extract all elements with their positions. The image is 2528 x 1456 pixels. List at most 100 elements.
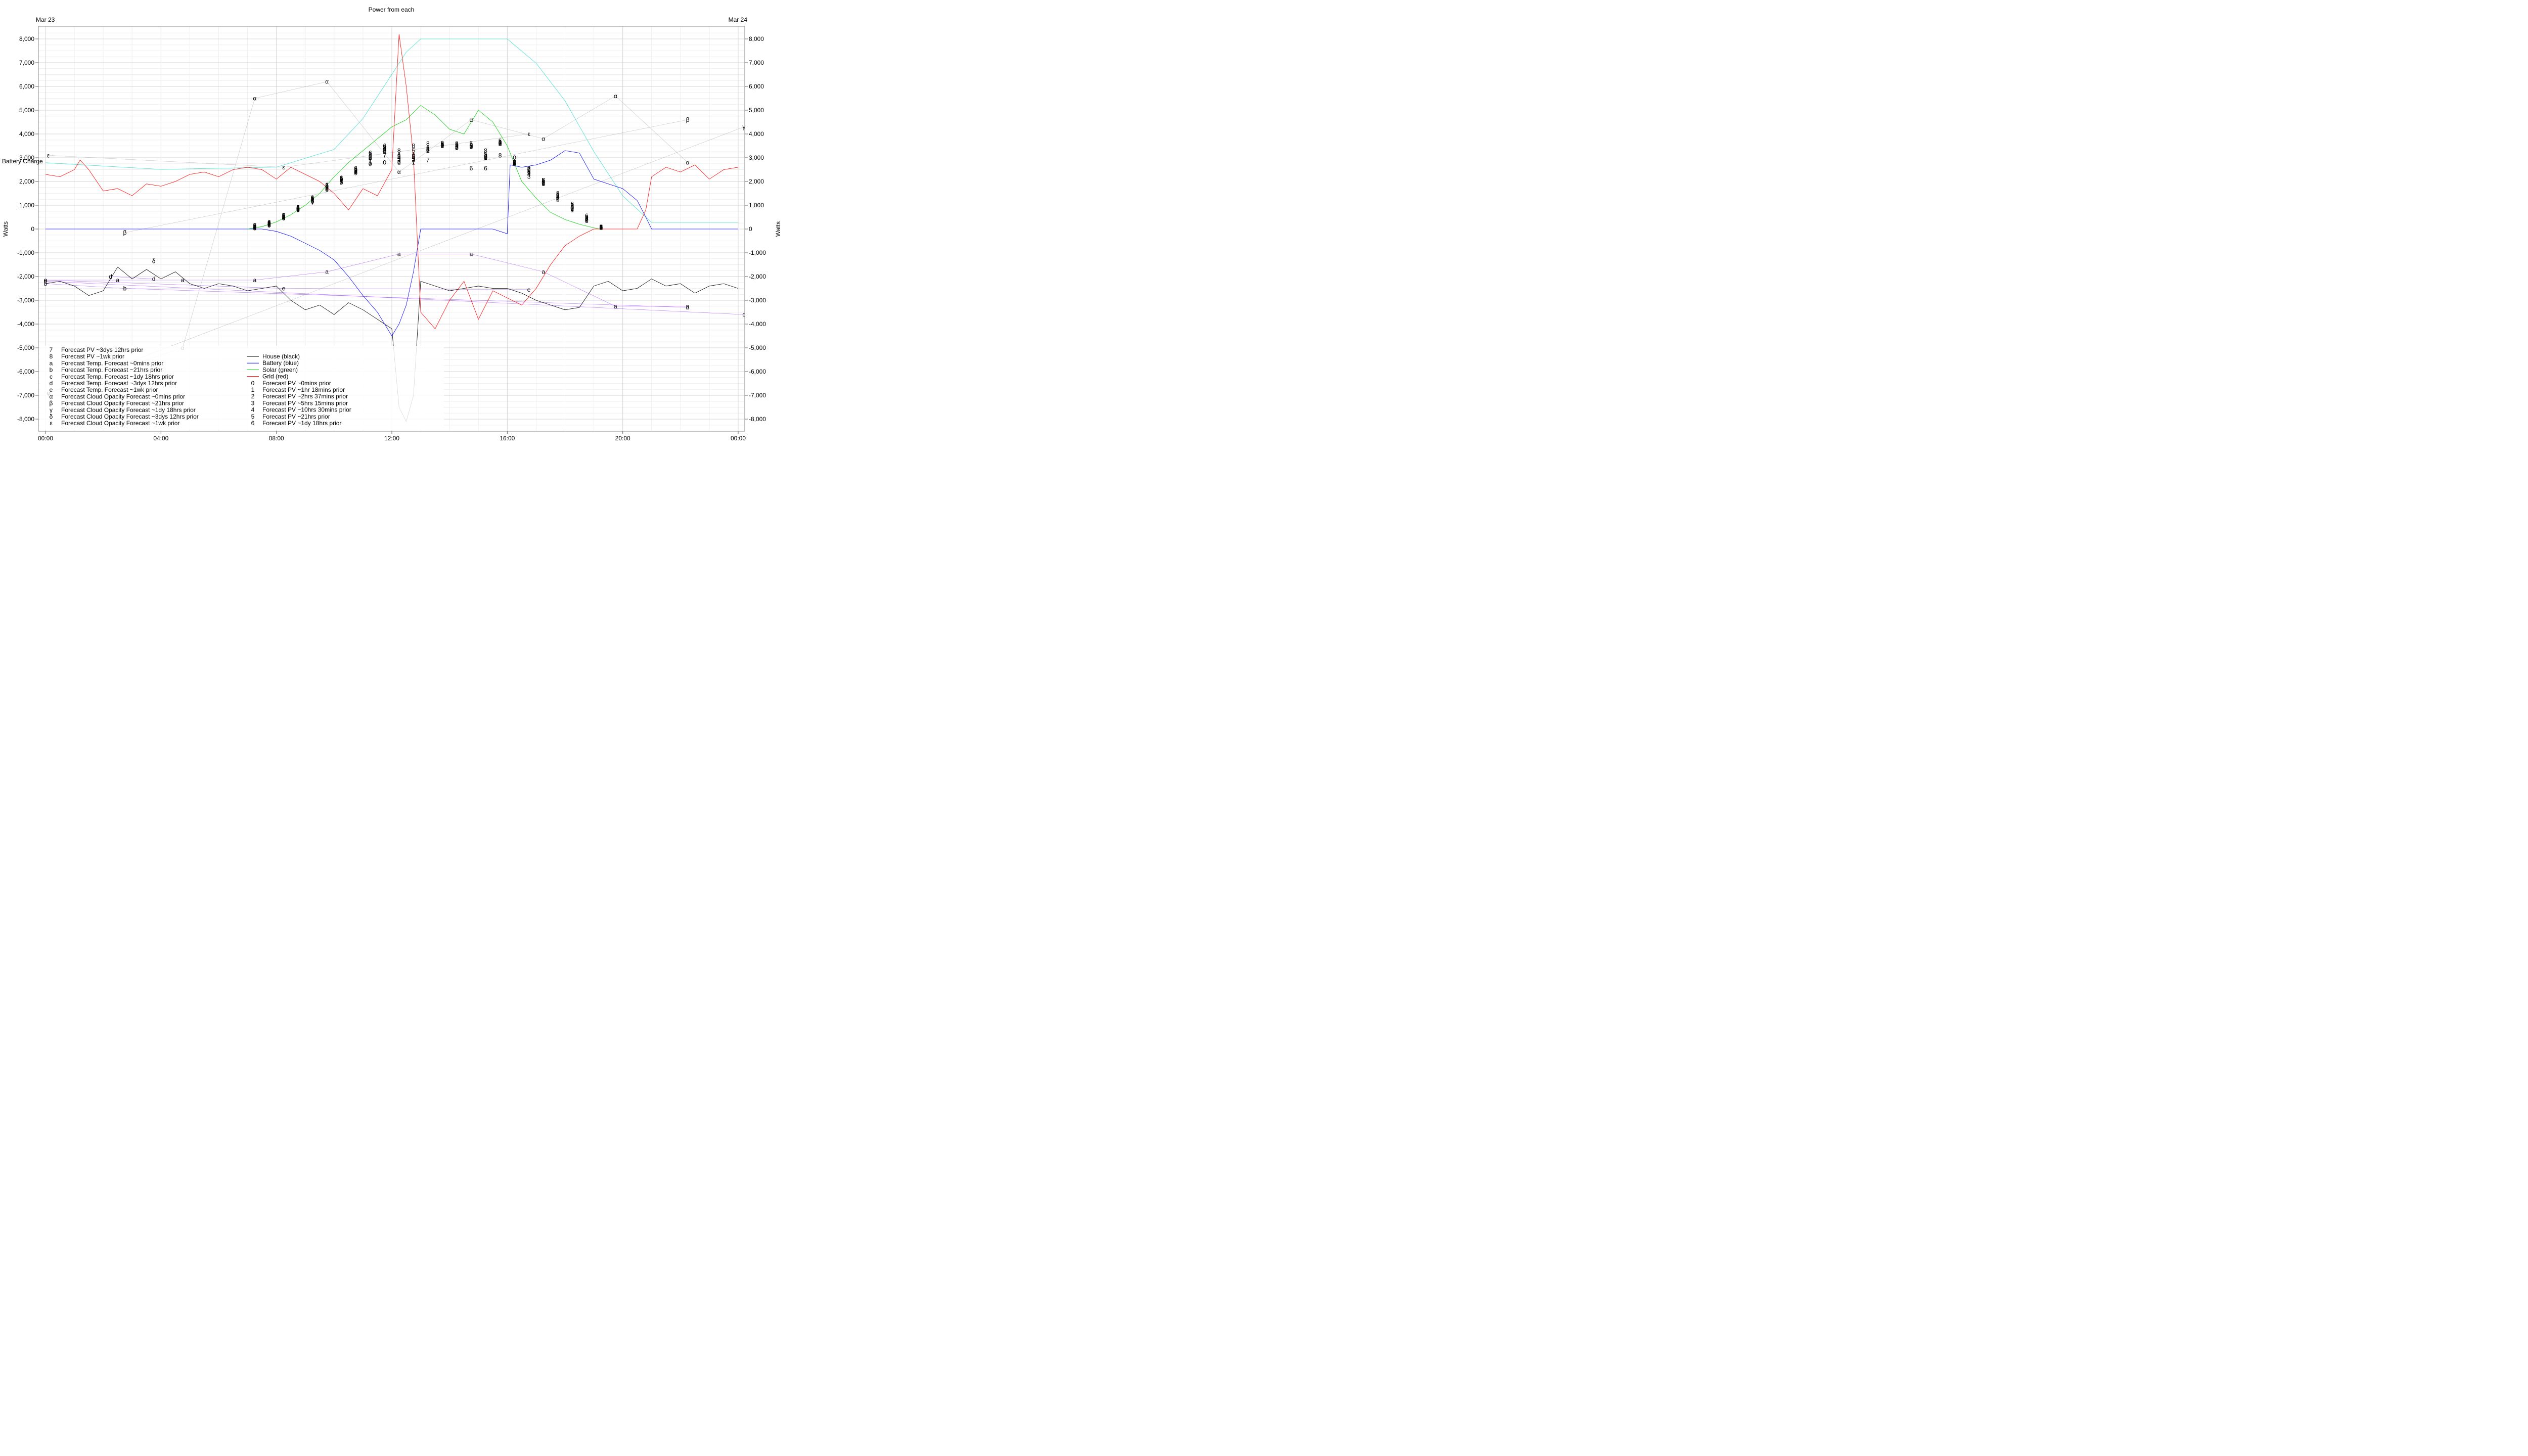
- legend-label: Forecast Temp. Forecast ~1wk prior: [61, 386, 158, 393]
- y-tick-label-right: -5,000: [749, 344, 766, 351]
- axes: 8,000 8,000 7,000 7,000 6,000 6,000 5,000 5,000…: [17, 35, 766, 442]
- marker-forecast-pv-2hrs-37mins-prior: 2: [412, 157, 415, 164]
- legend-marker: 5: [251, 413, 255, 420]
- marker-forecast-pv-2hrs-37mins-prior: 2: [340, 177, 343, 184]
- marker-forecast-pv-2hrs-37mins-prior: 2: [311, 196, 314, 203]
- chart-title: Power from each: [369, 6, 415, 13]
- marker-forecast-pv-3dys-12hrs-prior: 7: [397, 159, 401, 166]
- marker-forecast-pv-0mins-prior: 0: [556, 196, 560, 203]
- marker-forecast-pv-5hrs-15mins-prior: 3: [340, 176, 343, 183]
- legend-label: Forecast PV ~5hrs 15mins prior: [262, 399, 348, 406]
- marker-forecast-pv-0mins-prior: 0: [600, 224, 603, 232]
- marker-forecast-pv-1hr-18mins-prior: 1: [441, 143, 444, 150]
- legend-label: Forecast PV ~1wk prior: [61, 353, 124, 360]
- marker-forecast-temp-forecast-21hrs-prior: b: [686, 304, 690, 311]
- marker-forecast-pv-3dys-12hrs-prior: 7: [455, 145, 459, 152]
- legend-marker: 1: [251, 386, 255, 393]
- marker-forecast-pv-3dys-12hrs-prior: 7: [311, 199, 314, 206]
- marker-forecast-cloud-opacity-forecast-21hrs-prior: β: [123, 229, 127, 236]
- marker-forecast-pv-21hrs-prior: 5: [340, 175, 343, 182]
- marker-forecast-pv-1dy-18hrs-prior: 6: [585, 212, 589, 219]
- legend-label: Forecast Cloud Opacity Forecast ~1dy 18h…: [61, 406, 196, 414]
- marker-forecast-pv-21hrs-prior: 5: [426, 145, 430, 152]
- marker-forecast-pv-10hrs-30mins-prior: 4: [282, 213, 286, 220]
- marker-forecast-pv-2hrs-37mins-prior: 2: [354, 167, 357, 174]
- marker-forecast-pv-1wk-prior: 8: [369, 154, 372, 161]
- marker-forecast-pv-10hrs-30mins-prior: 4: [325, 183, 329, 190]
- marker-forecast-pv-1dy-18hrs-prior: 6: [311, 194, 314, 201]
- marker-forecast-pv-21hrs-prior: 5: [470, 140, 473, 147]
- marker-forecast-pv-10hrs-30mins-prior: 4: [556, 194, 560, 201]
- marker-forecast-pv-1hr-18mins-prior: 1: [340, 178, 343, 185]
- marker-forecast-pv-3dys-12hrs-prior: 7: [499, 140, 502, 147]
- marker-forecast-pv-1wk-prior: 8: [570, 202, 574, 209]
- marker-forecast-pv-3dys-12hrs-prior: 7: [354, 168, 357, 175]
- marker-forecast-pv-1dy-18hrs-prior: 6: [340, 174, 343, 181]
- marker-forecast-temp-forecast-0mins-prior: a: [181, 277, 185, 284]
- marker-forecast-cloud-opacity-forecast-0mins-prior: α: [541, 135, 545, 142]
- marker-forecast-pv-21hrs-prior: 5: [541, 177, 545, 184]
- marker-forecast-pv-1dy-18hrs-prior: 6: [412, 153, 415, 160]
- marker-forecast-pv-1hr-18mins-prior: 1: [354, 168, 357, 175]
- marker-forecast-pv-3dys-12hrs-prior: 7: [383, 152, 386, 159]
- marker-forecast-pv-21hrs-prior: 5: [484, 151, 487, 158]
- x-tick-label: 00:00: [38, 435, 53, 442]
- legend-marker: α: [50, 393, 53, 400]
- series-layer: [45, 34, 744, 422]
- marker-forecast-pv-1dy-18hrs-prior: 6: [455, 141, 459, 148]
- marker-forecast-pv-21hrs-prior: 5: [556, 192, 560, 199]
- marker-forecast-pv-21hrs-prior: 5: [354, 166, 357, 173]
- y-tick-label-left: -5,000: [17, 344, 34, 351]
- series-line-forecast-cloud-opacity-forecast-21hrs-prior: [124, 119, 688, 233]
- marker-forecast-pv-1wk-prior: 8: [499, 152, 502, 159]
- marker-forecast-pv-5hrs-15mins-prior: 3: [527, 173, 531, 180]
- y-tick-label-left: -3,000: [17, 297, 34, 304]
- marker-forecast-pv-1dy-18hrs-prior: 6: [441, 140, 444, 147]
- marker-forecast-pv-10hrs-30mins-prior: 4: [397, 154, 401, 161]
- marker-forecast-pv-0mins-prior: 0: [513, 154, 516, 161]
- marker-forecast-pv-1dy-18hrs-prior: 6: [426, 145, 430, 152]
- marker-forecast-pv-1hr-18mins-prior: 1: [325, 185, 329, 192]
- marker-forecast-pv-5hrs-15mins-prior: 3: [412, 155, 415, 162]
- marker-forecast-pv-5hrs-15mins-prior: 3: [585, 216, 589, 223]
- marker-forecast-pv-1hr-18mins-prior: 1: [296, 206, 300, 213]
- marker-forecast-pv-10hrs-30mins-prior: 4: [527, 171, 531, 178]
- marker-forecast-pv-3dys-12hrs-prior: 7: [296, 206, 300, 213]
- marker-forecast-pv-0mins-prior: 0: [499, 140, 502, 147]
- series-line-grid-red: [45, 34, 739, 330]
- legend-label: Solar (green): [262, 366, 298, 373]
- marker-forecast-pv-5hrs-15mins-prior: 3: [354, 166, 357, 173]
- marker-forecast-pv-0mins-prior: 0: [340, 179, 343, 186]
- marker-forecast-pv-1hr-18mins-prior: 1: [282, 214, 286, 221]
- marker-forecast-pv-1hr-18mins-prior: 1: [455, 145, 459, 152]
- marker-forecast-pv-10hrs-30mins-prior: 4: [484, 152, 487, 159]
- marker-forecast-pv-2hrs-37mins-prior: 2: [585, 216, 589, 223]
- marker-forecast-pv-1wk-prior: 8: [585, 215, 589, 222]
- marker-forecast-pv-1wk-prior: 8: [267, 219, 271, 226]
- marker-forecast-pv-21hrs-prior: 5: [513, 159, 516, 166]
- marker-forecast-pv-5hrs-15mins-prior: 3: [570, 204, 574, 211]
- series-line-forecast-temp-forecast-1dy-18hrs-prior: [45, 281, 744, 315]
- marker-forecast-temp-forecast-21hrs-prior: b: [123, 285, 127, 292]
- marker-forecast-pv-1hr-18mins-prior: 1: [383, 146, 386, 153]
- marker-forecast-pv-5hrs-15mins-prior: 3: [296, 205, 300, 212]
- marker-forecast-pv-10hrs-30mins-prior: 4: [455, 143, 459, 150]
- marker-forecast-pv-21hrs-prior: 5: [383, 144, 386, 151]
- marker-forecast-pv-2hrs-37mins-prior: 2: [470, 143, 473, 150]
- legend-label: Forecast PV ~2hrs 37mins prior: [262, 393, 348, 400]
- marker-forecast-pv-1wk-prior: 8: [513, 159, 516, 166]
- marker-forecast-pv-1hr-18mins-prior: 1: [527, 166, 531, 173]
- marker-forecast-pv-1wk-prior: 8: [556, 190, 560, 197]
- marker-forecast-pv-1dy-18hrs-prior: 6: [570, 201, 574, 208]
- marker-forecast-pv-1wk-prior: 8: [383, 147, 386, 154]
- marker-forecast-pv-0mins-prior: 0: [325, 186, 329, 193]
- legend-marker: d: [50, 380, 53, 387]
- marker-forecast-pv-21hrs-prior: 5: [311, 195, 314, 202]
- marker-forecast-pv-1wk-prior: 8: [426, 140, 430, 147]
- marker-forecast-pv-1hr-18mins-prior: 1: [311, 197, 314, 204]
- marker-forecast-pv-5hrs-15mins-prior: 3: [513, 160, 516, 167]
- marker-forecast-pv-21hrs-prior: 5: [296, 204, 300, 211]
- marker-forecast-pv-0mins-prior: 0: [585, 217, 589, 224]
- date-end-label: Mar 24: [729, 16, 748, 23]
- marker-forecast-pv-2hrs-37mins-prior: 2: [541, 179, 545, 186]
